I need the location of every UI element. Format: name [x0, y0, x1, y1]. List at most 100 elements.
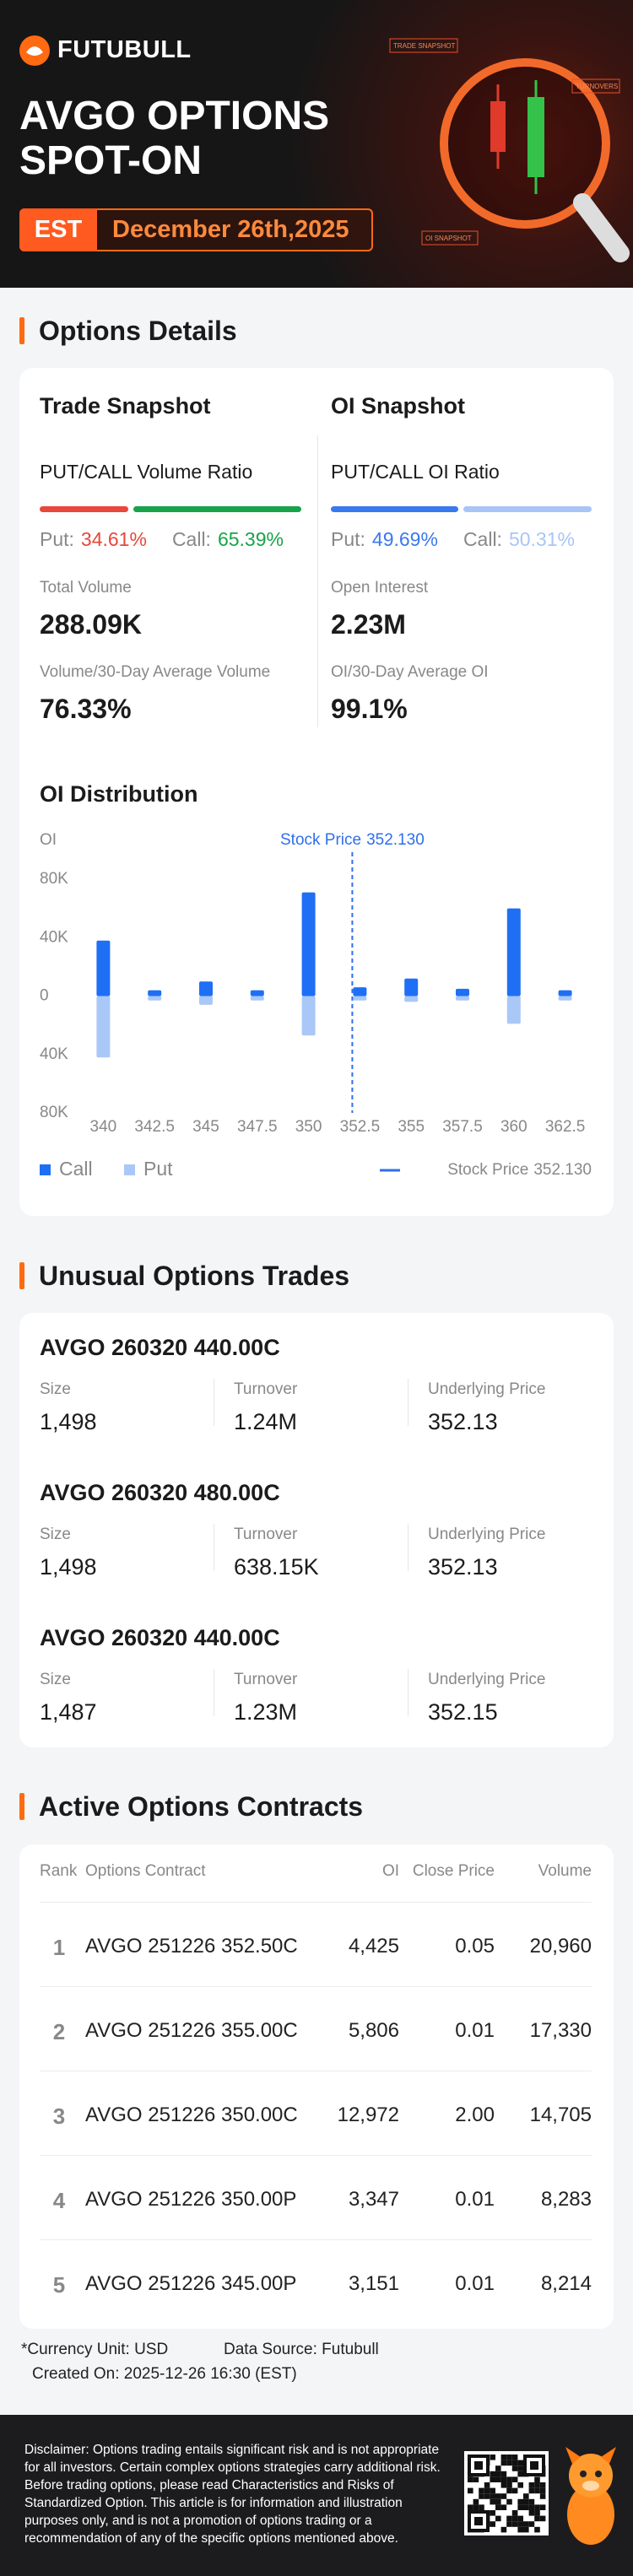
qr-cell — [511, 2510, 518, 2516]
table-header: Options Contract — [85, 1862, 206, 1880]
table-cell: AVGO 251226 350.00C — [85, 2103, 298, 2126]
table-cell: 2 — [52, 2019, 66, 2044]
bar — [456, 988, 469, 996]
qr-cell — [534, 2487, 540, 2494]
qr-cell — [490, 2498, 495, 2505]
qr-cell — [517, 2465, 523, 2471]
footnote: Data Source: Futubull — [224, 2341, 379, 2358]
x-tick-label: 340 — [90, 1118, 117, 1136]
x-tick-label: 357.5 — [442, 1118, 483, 1136]
table-cell: 1 — [52, 1935, 66, 1960]
ratio-bar-put — [331, 506, 458, 512]
x-tick-label: 360 — [500, 1118, 528, 1136]
table-cell: 3,347 — [348, 2188, 399, 2211]
qr-cell — [517, 2515, 523, 2522]
trade-field-label: Size — [40, 1526, 71, 1543]
qr-cell — [490, 2493, 495, 2499]
qr-cell — [511, 2454, 518, 2460]
qr-cell — [517, 2498, 523, 2505]
bar — [250, 996, 264, 1001]
bar — [199, 981, 213, 996]
header-art: TRADE SNAPSHOT TURNOVERS OI SNAPSHOT — [19, 35, 630, 262]
table-cell: AVGO 251226 352.50C — [85, 1935, 298, 1958]
qr-cell — [500, 2454, 507, 2460]
qr-cell — [539, 2515, 546, 2522]
qr-cell — [495, 2471, 501, 2477]
ratio-title: PUT/CALL Volume Ratio — [40, 461, 253, 483]
qr-cell — [506, 2498, 512, 2505]
qr-cell — [523, 2493, 529, 2499]
qr-cell — [473, 2498, 479, 2505]
section-title: Unusual Options Trades — [39, 1261, 350, 1291]
trade-field-value: 1,498 — [40, 1409, 97, 1434]
stock-price-text: 352.130 — [533, 1161, 592, 1179]
trade-field-value: 1,487 — [40, 1699, 97, 1725]
qr-cell — [506, 2454, 512, 2460]
legend-label: Call — [59, 1158, 93, 1180]
qr-cell — [468, 2487, 473, 2494]
qr-cell — [500, 2476, 507, 2482]
qr-cell — [506, 2460, 512, 2466]
table-cell: 2.00 — [455, 2103, 495, 2126]
ratio-text: Put: — [331, 528, 365, 550]
qr-cell — [511, 2515, 518, 2522]
decor-box — [571, 78, 620, 94]
table-cell: 8,283 — [540, 2188, 592, 2211]
ratio-bar-call — [133, 506, 301, 512]
qr-cell — [534, 2504, 540, 2510]
brand: FUTUBULL — [57, 36, 192, 63]
qr-cell — [500, 2526, 507, 2533]
qr-cell — [500, 2482, 507, 2488]
legend-label: Put — [143, 1158, 173, 1180]
y-tick-label: 40K — [40, 1045, 68, 1063]
legend-swatch — [124, 1164, 135, 1175]
table-cell: AVGO 251226 350.00P — [85, 2188, 297, 2211]
metric-label: Open Interest — [331, 579, 429, 597]
table-cell: 4,425 — [348, 1935, 399, 1958]
table-cell: 3 — [52, 2103, 66, 2129]
qr-cell — [495, 2465, 501, 2471]
mascot-body — [567, 2484, 614, 2545]
metric-value: 288.09K — [40, 609, 142, 640]
qr-cell — [534, 2515, 540, 2522]
table-cell: 20,960 — [529, 1935, 592, 1958]
unusual-card — [19, 1313, 614, 1747]
qr-cell — [495, 2504, 501, 2510]
trade-field-value: 638.15K — [234, 1554, 319, 1580]
ratio-text: Put: — [40, 528, 74, 550]
ratio-bar-put — [40, 506, 129, 512]
section-marker — [19, 1262, 24, 1289]
qr-cell — [468, 2504, 473, 2510]
qr-cell — [479, 2493, 484, 2499]
qr-cell — [490, 2510, 495, 2516]
divider — [317, 435, 318, 727]
metric-label: OI/30-Day Average OI — [331, 663, 489, 681]
table-cell: 4 — [52, 2188, 66, 2213]
qr-cell — [528, 2504, 535, 2510]
bar — [506, 908, 521, 996]
trade-field-label: Turnover — [234, 1671, 298, 1688]
y-axis-label: OI — [40, 831, 57, 849]
qr-cell — [511, 2487, 518, 2494]
x-tick-label: 345 — [192, 1118, 219, 1136]
qr-cell — [474, 2461, 483, 2470]
row-separator — [40, 1902, 592, 1903]
trade-field-label: Size — [40, 1671, 71, 1688]
bar — [558, 990, 572, 996]
decor-label: TURNOVERS — [576, 83, 618, 90]
date: December 26th,2025 — [112, 216, 349, 243]
ratio-values: Put: 34.61% Call: 65.39% — [40, 528, 290, 551]
qr-cell — [473, 2504, 479, 2510]
trade-contract: AVGO 260320 480.00C — [40, 1480, 280, 1505]
ratio-values: Put: 49.69% Call: 50.31% — [331, 528, 582, 551]
bar — [301, 892, 316, 996]
qr-cell — [490, 2487, 495, 2494]
trade-field-label: Underlying Price — [428, 1671, 546, 1688]
metric-label: Volume/30-Day Average Volume — [40, 663, 271, 681]
qr-cell — [490, 2454, 495, 2460]
table-cell: 0.01 — [455, 2272, 495, 2295]
bar — [456, 996, 469, 1001]
